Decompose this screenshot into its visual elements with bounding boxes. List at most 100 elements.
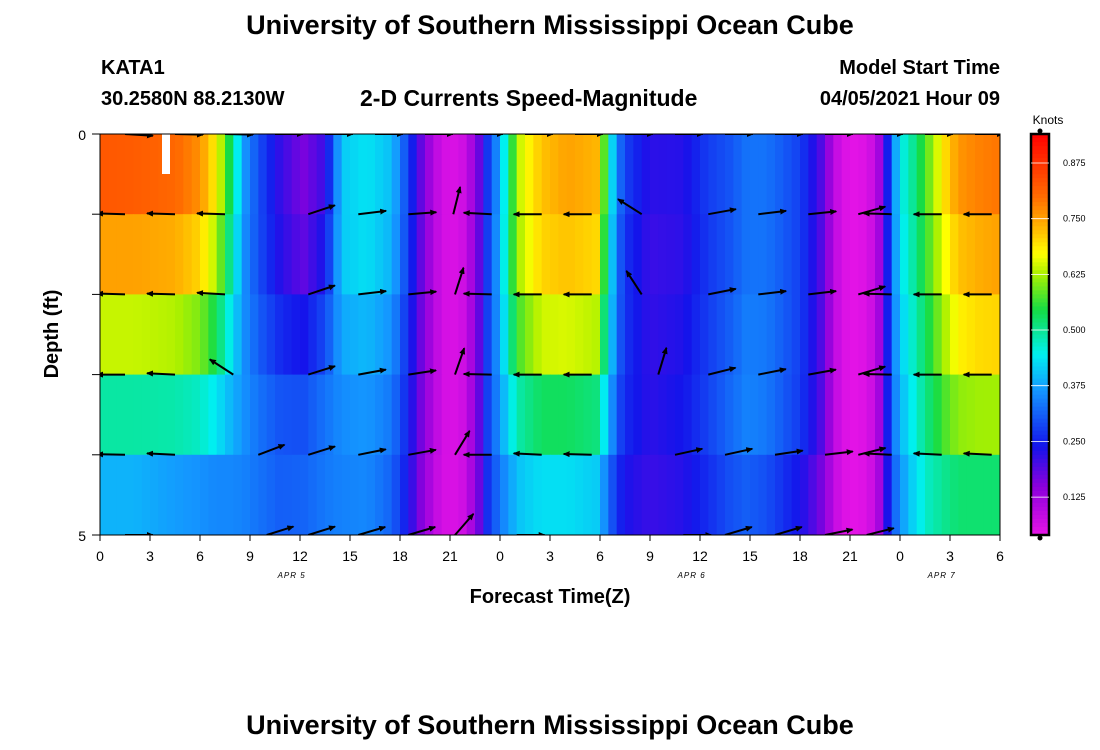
current-vector-arrow [866,526,895,535]
colorbar-segment [1031,358,1049,364]
heatmap-cell [158,214,168,295]
heatmap-cell [941,454,951,535]
heatmap-cell [708,374,718,456]
heatmap-cell [991,454,1000,535]
heatmap-cell [408,374,418,456]
heatmap-cell [825,214,834,295]
heatmap-cell [750,374,759,456]
heatmap-cell [541,214,551,295]
heatmap-cell [866,214,876,295]
heatmap-cell [550,294,559,376]
current-vector-arrow [307,284,336,296]
heatmap-cell [400,214,409,295]
heatmap-cell [175,294,184,376]
colorbar-label: Knots [1033,113,1064,127]
heatmap-cell [216,454,226,535]
heatmap-cell [533,134,543,215]
heatmap-cell [733,214,743,295]
heatmap-cell [308,454,318,535]
heatmap-cell [900,294,909,376]
colorbar-segment [1031,142,1049,147]
colorbar-segment [1031,526,1049,532]
x-tick-label: 9 [246,548,254,564]
colorbar-segment [1031,138,1049,143]
colorbar-segment [1031,346,1049,352]
heatmap-cell [841,294,851,376]
heatmap-cell [458,294,468,376]
heatmap-cell [466,294,476,376]
heatmap-cell [700,374,709,456]
heatmap-cell [508,454,518,535]
current-vector-arrow [146,290,176,297]
heatmap-cell [566,454,576,535]
heatmap-cell [541,374,551,456]
heatmap-cell [650,374,659,456]
heatmap-cell [541,134,551,215]
heatmap-cell [700,294,709,376]
heatmap-cell [941,374,951,456]
heatmap-cell [441,134,451,215]
heatmap-cell [483,214,493,295]
heatmap-cell [441,214,451,295]
heatmap-cell [566,294,576,376]
heatmap-cell [808,294,818,376]
heatmap-cell [150,294,159,376]
colorbar-segment [1031,446,1049,452]
heatmap-cell [641,214,651,295]
heatmap-cell [816,134,826,215]
heatmap-cell [250,134,259,215]
heatmap-cell [191,294,201,376]
heatmap-cell [533,294,543,376]
heatmap-cell [541,454,551,535]
heatmap-cell [783,454,793,535]
colorbar-segment [1031,310,1049,316]
heatmap-cell [766,134,776,215]
heatmap-cell [375,294,384,376]
heatmap-cell [950,134,959,215]
heatmap-cell [658,214,668,295]
heatmap-cell [858,214,868,295]
heatmap-cell [816,214,826,295]
heatmap-cell [825,294,834,376]
colorbar-segment [1031,306,1049,312]
heatmap-cell [841,214,851,295]
current-vectors [100,134,1000,535]
heatmap-cell [233,134,243,215]
heatmap-cell [725,374,734,456]
heatmap-cell [741,214,751,295]
heatmap-cell [616,134,626,215]
heatmap-cell [283,214,293,295]
heatmap-cell [816,374,826,456]
colorbar-segment [1031,282,1049,287]
heatmap-cell [258,214,268,295]
heatmap-cell [108,454,118,535]
heatmap-cell [666,214,676,295]
current-vector-arrow [408,447,437,456]
colorbar-segment [1031,410,1049,416]
heatmap-cell [841,454,851,535]
heatmap-cell [800,214,809,295]
colorbar-segment [1031,206,1049,211]
heatmap-cell [841,374,851,456]
heatmap-cell [933,374,943,456]
heatmap-cell [658,374,668,456]
heatmap-cell [633,374,643,456]
heatmap-cell [558,214,568,295]
heatmap-cell [808,214,818,295]
colorbar-segment [1031,474,1049,480]
heatmap-cell [516,374,526,456]
heatmap-cell [316,374,326,456]
heatmap-cell [966,454,976,535]
colorbar-segment [1031,250,1049,255]
heatmap-cell [416,454,426,535]
heatmap-cell [358,454,368,535]
heatmap-cell [858,454,868,535]
heatmap-cell [591,214,601,295]
current-vector-arrow [196,290,226,297]
heatmap-cell [408,454,418,535]
heatmap-cell [358,134,368,215]
heatmap-cell [875,454,884,535]
heatmap-cell [283,454,293,535]
heatmap-cell [341,214,351,295]
heatmap-cell [966,374,976,456]
